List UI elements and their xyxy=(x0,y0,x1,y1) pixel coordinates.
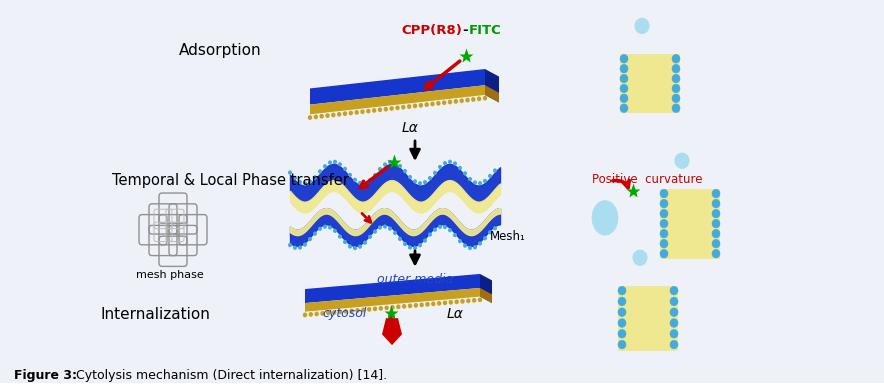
Circle shape xyxy=(443,225,447,229)
Circle shape xyxy=(423,180,427,184)
Circle shape xyxy=(423,238,427,243)
Circle shape xyxy=(413,104,417,108)
Circle shape xyxy=(438,165,442,169)
Circle shape xyxy=(413,179,417,184)
Circle shape xyxy=(458,239,462,243)
Circle shape xyxy=(385,305,389,310)
Circle shape xyxy=(458,166,462,170)
Circle shape xyxy=(313,175,317,179)
Circle shape xyxy=(326,311,331,315)
Polygon shape xyxy=(305,274,480,303)
Circle shape xyxy=(384,107,388,112)
Circle shape xyxy=(443,300,447,305)
Circle shape xyxy=(293,176,297,180)
Circle shape xyxy=(419,103,423,108)
Text: Mesh₁: Mesh₁ xyxy=(490,230,526,243)
Ellipse shape xyxy=(670,330,678,338)
Circle shape xyxy=(372,108,377,113)
Circle shape xyxy=(348,173,352,177)
Circle shape xyxy=(420,303,423,307)
Circle shape xyxy=(431,301,436,306)
Circle shape xyxy=(368,234,372,239)
Circle shape xyxy=(319,114,324,119)
Circle shape xyxy=(449,300,453,305)
Circle shape xyxy=(477,298,482,302)
Ellipse shape xyxy=(712,209,720,218)
Circle shape xyxy=(378,306,383,311)
Ellipse shape xyxy=(672,54,680,63)
Circle shape xyxy=(401,105,406,110)
Circle shape xyxy=(460,98,464,103)
Circle shape xyxy=(383,224,387,229)
Text: Lα: Lα xyxy=(401,121,418,135)
Ellipse shape xyxy=(660,249,668,258)
Circle shape xyxy=(361,109,365,114)
Circle shape xyxy=(431,102,435,106)
Polygon shape xyxy=(310,69,485,105)
Polygon shape xyxy=(310,85,485,114)
Circle shape xyxy=(354,110,359,115)
Circle shape xyxy=(349,308,354,313)
Ellipse shape xyxy=(660,209,668,218)
Circle shape xyxy=(473,245,477,249)
Polygon shape xyxy=(382,318,402,345)
Ellipse shape xyxy=(620,94,628,103)
Circle shape xyxy=(438,224,442,229)
Circle shape xyxy=(465,98,469,102)
Circle shape xyxy=(461,299,465,304)
Circle shape xyxy=(348,244,352,249)
Circle shape xyxy=(407,104,411,109)
Circle shape xyxy=(378,225,382,230)
Circle shape xyxy=(478,241,482,246)
Circle shape xyxy=(343,111,347,116)
Circle shape xyxy=(368,178,372,182)
Text: Adsorption: Adsorption xyxy=(179,43,262,58)
Ellipse shape xyxy=(618,319,626,327)
Circle shape xyxy=(428,233,432,237)
Circle shape xyxy=(367,307,371,312)
Circle shape xyxy=(403,242,407,246)
Circle shape xyxy=(433,171,437,175)
Circle shape xyxy=(391,305,394,310)
Circle shape xyxy=(344,309,348,314)
Circle shape xyxy=(314,114,318,119)
Ellipse shape xyxy=(670,286,678,295)
Bar xyxy=(620,54,680,113)
Circle shape xyxy=(373,306,377,311)
Circle shape xyxy=(388,226,392,231)
Circle shape xyxy=(425,302,430,307)
Circle shape xyxy=(493,226,497,230)
Circle shape xyxy=(343,240,347,244)
Circle shape xyxy=(313,231,317,236)
Circle shape xyxy=(308,115,312,120)
Circle shape xyxy=(358,244,362,249)
Circle shape xyxy=(323,164,327,168)
Bar xyxy=(618,286,678,350)
Ellipse shape xyxy=(620,104,628,112)
Circle shape xyxy=(488,174,492,178)
Text: CPP(R8): CPP(R8) xyxy=(401,24,462,37)
Circle shape xyxy=(463,243,467,248)
Ellipse shape xyxy=(712,249,720,258)
Ellipse shape xyxy=(620,84,628,93)
Text: mesh phase: mesh phase xyxy=(136,270,204,280)
Circle shape xyxy=(338,310,342,314)
Polygon shape xyxy=(485,85,499,102)
Text: Lα: Lα xyxy=(446,307,463,321)
Circle shape xyxy=(288,171,292,175)
Polygon shape xyxy=(480,274,492,303)
Circle shape xyxy=(298,180,302,184)
Ellipse shape xyxy=(712,239,720,248)
Circle shape xyxy=(323,224,327,229)
Ellipse shape xyxy=(672,94,680,103)
Circle shape xyxy=(488,230,492,234)
Ellipse shape xyxy=(670,340,678,349)
Polygon shape xyxy=(305,288,480,312)
Circle shape xyxy=(454,300,459,304)
Circle shape xyxy=(396,305,400,309)
Circle shape xyxy=(355,308,360,313)
Text: outer media: outer media xyxy=(377,273,453,286)
Circle shape xyxy=(362,308,365,312)
Circle shape xyxy=(433,228,437,232)
